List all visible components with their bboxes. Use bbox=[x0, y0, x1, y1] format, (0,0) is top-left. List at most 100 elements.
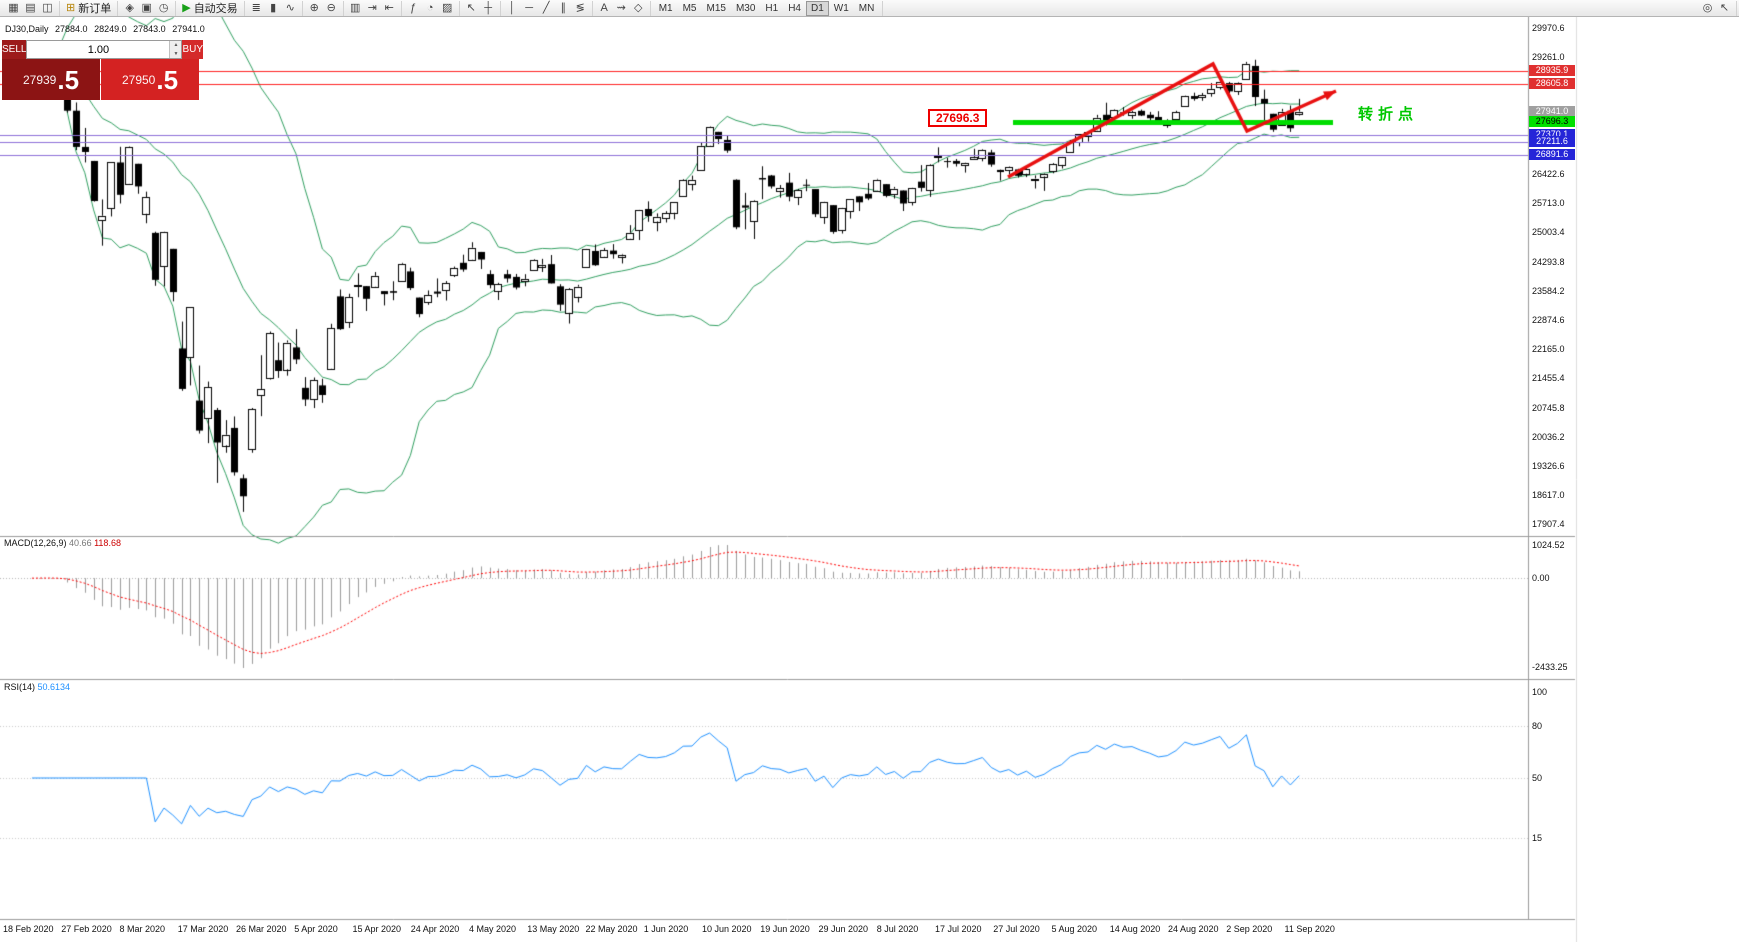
new-order-icon: ⊞ bbox=[66, 1, 76, 14]
macd-scale-min: -2433.25 bbox=[1532, 662, 1568, 672]
macd-scale-zero: 0.00 bbox=[1532, 573, 1550, 584]
date-axis-label: 26 Mar 2020 bbox=[236, 924, 287, 934]
chart-canvas[interactable] bbox=[0, 17, 1739, 942]
new-chart-button[interactable]: ▦ bbox=[5, 1, 22, 16]
rsi-scale-tick: 50 bbox=[1532, 773, 1543, 783]
market-watch-button[interactable]: ◫ bbox=[39, 1, 56, 16]
rsi-name: RSI(14) bbox=[4, 682, 36, 692]
candlestick-mode-button[interactable]: ▮ bbox=[265, 1, 282, 16]
macd-name: MACD(12,26,9) bbox=[4, 538, 67, 548]
trendline-tool-button[interactable]: ╱ bbox=[538, 1, 555, 16]
strategy-tester-button[interactable]: ◷ bbox=[155, 1, 172, 16]
rsi-scale-tick: 15 bbox=[1532, 833, 1543, 844]
price-badge-blue: 27370.1 bbox=[1529, 129, 1575, 141]
date-axis-label: 8 Jul 2020 bbox=[876, 924, 919, 934]
price-axis-tick: 29261.0 bbox=[1532, 52, 1565, 63]
cursor-tool-button[interactable]: ↖ bbox=[463, 1, 480, 16]
tile-windows-button[interactable]: ▥ bbox=[347, 1, 364, 16]
new-order-button[interactable]: ⊞ 新订单 bbox=[63, 1, 114, 16]
search-zoom-button[interactable]: ◎ bbox=[1699, 1, 1716, 16]
crosshair-tool-button[interactable]: ┼ bbox=[480, 1, 497, 16]
zoom-in-button[interactable]: ⊕ bbox=[306, 1, 323, 16]
vertical-line-tool-button[interactable]: │ bbox=[504, 1, 521, 16]
timeframe-m5-button[interactable]: M5 bbox=[678, 1, 702, 16]
chart-shift-button[interactable]: ⇤ bbox=[381, 1, 398, 16]
periods-button[interactable]: ◔ bbox=[422, 1, 439, 16]
volume-field: ▲ ▼ bbox=[26, 40, 183, 59]
turning-point-label[interactable]: 转折点 bbox=[1358, 106, 1419, 123]
price-axis-tick: 26422.6 bbox=[1532, 169, 1565, 179]
toolbar-right-group: ◎ ↖ bbox=[1696, 0, 1737, 16]
toolbar-group: ▦ ▤ ◫ bbox=[2, 0, 60, 16]
line-chart-mode-button[interactable]: ∿ bbox=[282, 1, 299, 16]
terminal-icon: ▣ bbox=[141, 1, 152, 14]
toolbar-group: ▶ 自动交易 bbox=[176, 0, 245, 16]
chart-ohlc-header: DJ30,Daily 27884.0 28249.0 27843.0 27941… bbox=[5, 24, 209, 34]
volume-decrease-button[interactable]: ▼ bbox=[170, 49, 182, 58]
search-zoom-icon: ◎ bbox=[1702, 1, 1713, 14]
bid-price: 27939 bbox=[22, 72, 57, 87]
sell-price-button[interactable]: 27939.5 bbox=[2, 59, 100, 100]
text-tool-button[interactable]: A bbox=[596, 1, 613, 16]
pointer-icon: ↖ bbox=[1719, 1, 1730, 14]
chart-profiles-button[interactable]: ▤ bbox=[22, 1, 39, 16]
pointer-button[interactable]: ↖ bbox=[1716, 1, 1733, 16]
buy-button[interactable]: BUY bbox=[182, 40, 204, 59]
price-badge-red: 28605.8 bbox=[1529, 78, 1575, 90]
buy-price-button[interactable]: 27950.5 bbox=[101, 59, 199, 100]
price-axis-tick: 19326.6 bbox=[1532, 461, 1565, 472]
date-axis-label: 5 Aug 2020 bbox=[1051, 924, 1098, 934]
price-axis-tick: 17907.4 bbox=[1532, 519, 1565, 530]
text-tool-icon: A bbox=[600, 1, 608, 14]
shapes-tool-button[interactable]: ◇ bbox=[630, 1, 647, 16]
horizontal-line-tool-button[interactable]: ─ bbox=[521, 1, 538, 16]
navigator-button[interactable]: ◈ bbox=[121, 1, 138, 16]
price-axis-tick: 24293.8 bbox=[1532, 256, 1565, 267]
date-axis-label: 27 Jul 2020 bbox=[993, 924, 1040, 934]
templates-button[interactable]: ▨ bbox=[439, 1, 456, 16]
channel-tool-button[interactable]: ∥ bbox=[555, 1, 572, 16]
timeframe-d1-button[interactable]: D1 bbox=[806, 0, 829, 16]
toolbar-group: ⊞ 新订单 bbox=[60, 0, 119, 16]
price-axis-tick: 20745.8 bbox=[1532, 402, 1565, 413]
zoom-out-icon: ⊖ bbox=[326, 1, 336, 14]
zoom-in-icon: ⊕ bbox=[309, 1, 319, 14]
arrows-tool-button[interactable]: ⇝ bbox=[613, 1, 630, 16]
bar-chart-mode-button[interactable]: ≣ bbox=[248, 1, 265, 16]
volume-input[interactable] bbox=[27, 41, 170, 58]
sell-button[interactable]: SELL bbox=[2, 40, 27, 59]
price-axis-tick: 20036.2 bbox=[1532, 431, 1565, 442]
price-level-label[interactable]: 27696.3 bbox=[928, 109, 988, 127]
macd-indicator-label: MACD(12,26,9) 40.66 118.68 bbox=[4, 538, 121, 548]
shapes-tool-icon: ◇ bbox=[633, 1, 643, 14]
candlestick-mode-icon: ▮ bbox=[270, 1, 277, 14]
timeframe-h1-button[interactable]: H1 bbox=[760, 1, 783, 16]
price-axis-tick: 25003.4 bbox=[1532, 227, 1565, 238]
timeframe-h4-button[interactable]: H4 bbox=[783, 1, 806, 16]
timeframe-m15-button[interactable]: M15 bbox=[702, 1, 731, 16]
zoom-out-button[interactable]: ⊖ bbox=[323, 1, 340, 16]
rsi-scale-tick: 80 bbox=[1532, 721, 1543, 732]
bar-chart-mode-icon: ≣ bbox=[251, 1, 261, 14]
timeframe-m30-button[interactable]: M30 bbox=[731, 1, 760, 16]
periods-icon: ◔ bbox=[426, 1, 434, 14]
auto-scroll-button[interactable]: ⇥ bbox=[364, 1, 381, 16]
timeframe-mn-button[interactable]: MN bbox=[854, 1, 880, 16]
timeframe-w1-button[interactable]: W1 bbox=[829, 1, 854, 16]
toolbar-group: ◈ ▣ ◷ bbox=[118, 0, 177, 16]
terminal-button[interactable]: ▣ bbox=[138, 1, 155, 16]
toolbar: ▦ ▤ ◫ ⊞ 新订单 ◈ ▣ ◷ ▶ 自动交易 ≣ ▮ ∿ ⊕ ⊖ ▥ ⇥ ⇤ ƒ ◔ ▨ ↖ ┼ │ ─ ╱ ∥ ≶ A ⇝ ◇ M1 M5… bbox=[0, 0, 1739, 17]
indicators-button[interactable]: ƒ bbox=[405, 1, 422, 16]
date-axis-label: 17 Jul 2020 bbox=[935, 924, 982, 934]
macd-main-value: 40.66 bbox=[69, 538, 92, 548]
cursor-tool-icon: ↖ bbox=[466, 1, 476, 14]
macd-scale-max: 1024.52 bbox=[1532, 540, 1565, 550]
autotrading-button[interactable]: ▶ 自动交易 bbox=[179, 1, 240, 16]
fibonacci-tool-button[interactable]: ≶ bbox=[572, 1, 589, 16]
price-badge-blue: 26891.6 bbox=[1529, 148, 1575, 160]
timeframe-m1-button[interactable]: M1 bbox=[654, 1, 678, 16]
volume-increase-button[interactable]: ▲ bbox=[170, 41, 182, 50]
arrows-tool-icon: ⇝ bbox=[616, 1, 626, 14]
trendline-tool-icon: ╱ bbox=[542, 1, 550, 14]
date-axis-label: 17 Mar 2020 bbox=[177, 924, 229, 934]
